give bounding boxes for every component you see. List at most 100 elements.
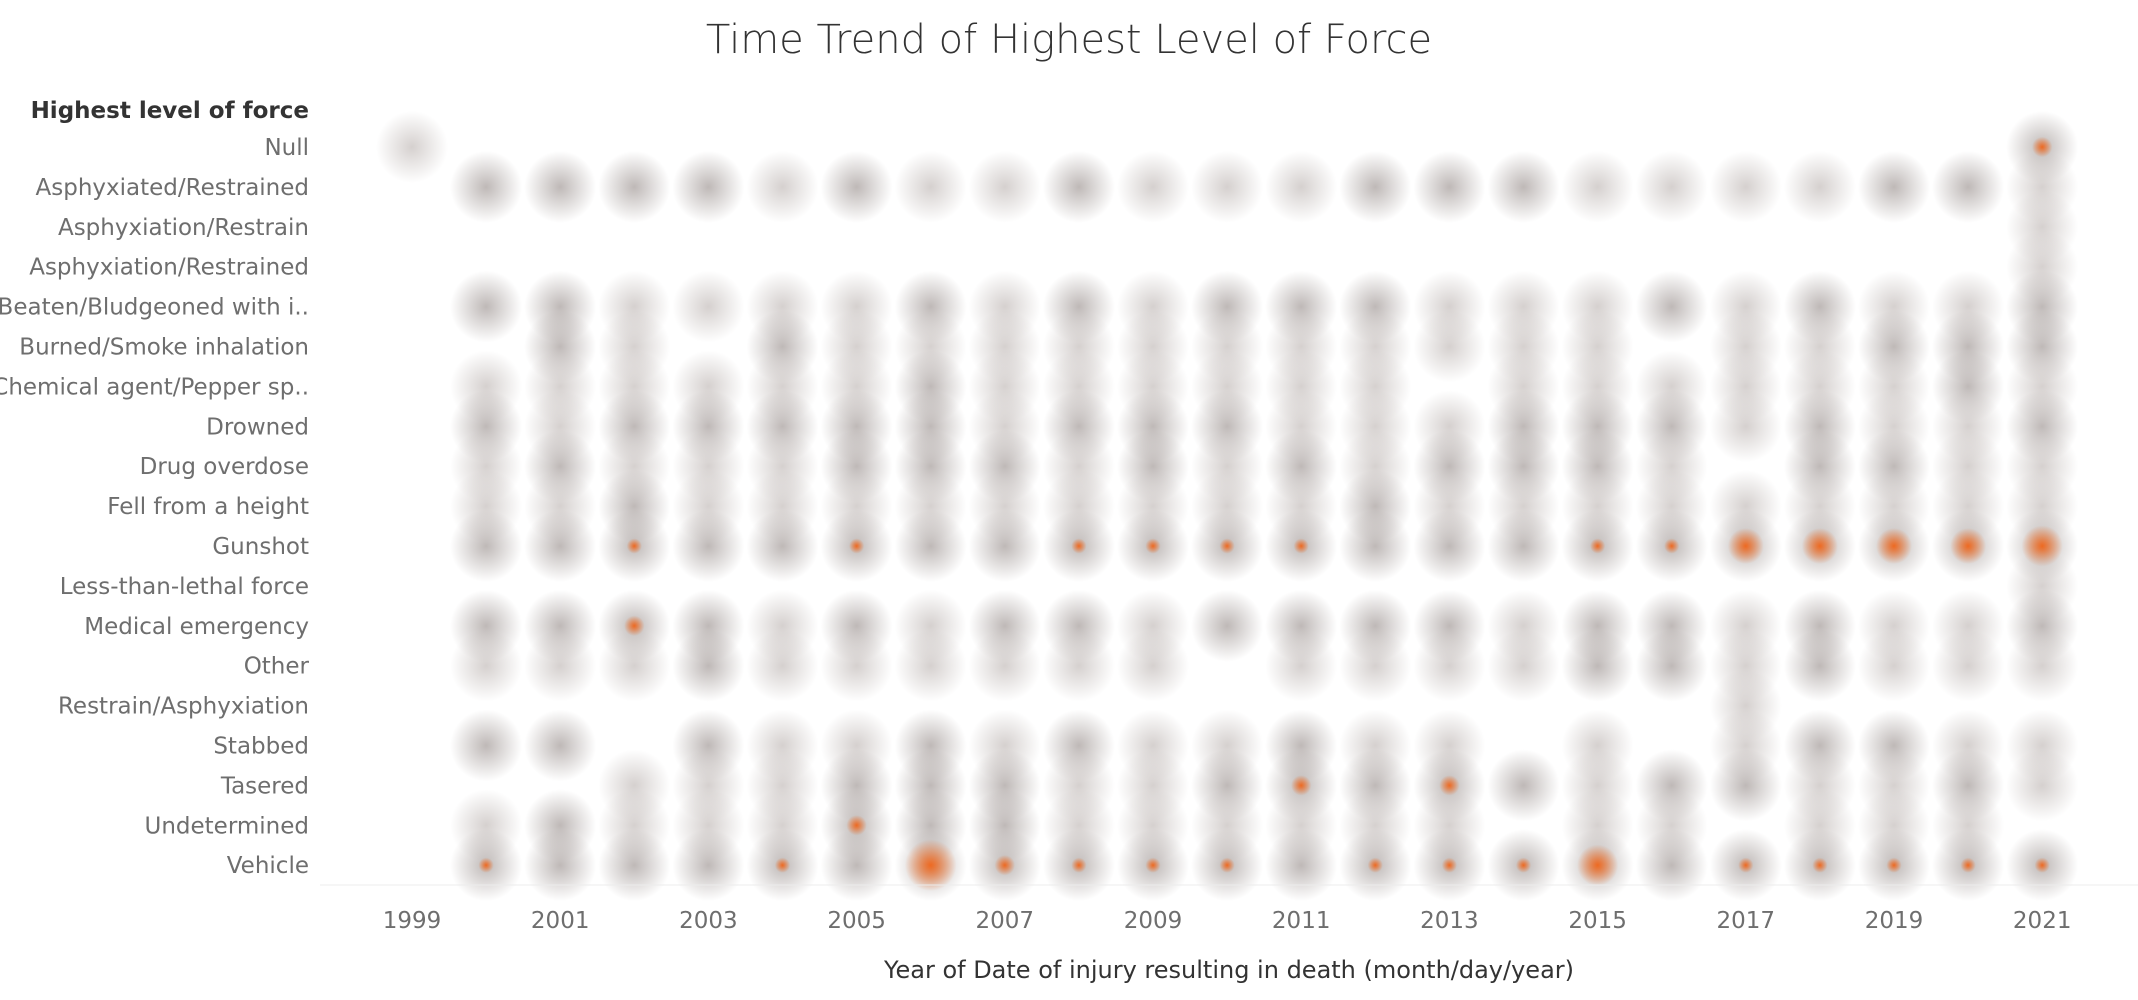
heatmap-cell (1191, 510, 1264, 582)
density-blob (1487, 749, 1560, 822)
heatmap-cell (672, 829, 745, 902)
heatmap-cell (598, 829, 671, 902)
heatmap-cell (1635, 510, 1708, 582)
heatmap-cell (1487, 829, 1560, 902)
density-blob (450, 270, 523, 343)
x-tick-label: 2019 (1865, 908, 1924, 934)
heatmap-cell (672, 270, 745, 343)
hotspot (1812, 857, 1828, 873)
density-blob (1783, 629, 1856, 702)
row-label: Less-than-lethal force (60, 574, 309, 600)
row-labels: Null Asphyxiated/Restrained Asphyxiation/R… (0, 135, 310, 879)
heatmap-cell (1117, 629, 1189, 702)
x-tick-label: 2005 (827, 908, 886, 934)
density-blob (672, 270, 745, 343)
heatmap-cell (1635, 629, 1708, 702)
heatmap-cell (746, 150, 819, 223)
density-blob (1635, 270, 1708, 343)
chart-title: Time Trend of Highest Level of Force (705, 17, 1433, 63)
hotspot (2034, 857, 2050, 873)
density-blob (1413, 310, 1486, 383)
density-blob (820, 629, 893, 702)
x-axis-title: Year of Date of injury resulting in deat… (883, 956, 1574, 984)
heatmap-cell (1191, 829, 1264, 902)
heatmap-cell (1339, 150, 1412, 223)
heatmap-cell (894, 629, 967, 702)
heatmap-cell (1413, 629, 1486, 702)
heatmap-cell (450, 150, 523, 223)
hotspot (478, 857, 494, 873)
heatmap-cell (1413, 310, 1486, 383)
density-blob (820, 150, 893, 223)
heatmap-cell (524, 829, 597, 902)
hotspot (1441, 857, 1457, 873)
heatmap-cell (894, 829, 967, 902)
heatmap-cell (746, 829, 819, 902)
heatmap-cell (1339, 829, 1412, 902)
heatmap-cell (2006, 749, 2079, 822)
heatmap-cell (450, 270, 523, 343)
density-blob (1117, 629, 1189, 702)
x-tick-label: 1999 (383, 908, 442, 934)
density-blob (598, 150, 671, 223)
hotspot (1876, 528, 1912, 564)
x-tick-label: 2011 (1272, 908, 1331, 934)
x-tick-label: 2013 (1420, 908, 1479, 934)
heatmap-cell (524, 629, 597, 702)
density-blob (1265, 150, 1338, 223)
x-tick-label: 2001 (531, 908, 590, 934)
density-blob (746, 510, 819, 582)
heatmap-cell (1265, 510, 1338, 582)
hotspot (994, 855, 1015, 876)
hotspot (774, 857, 791, 873)
hotspot (1577, 844, 1619, 886)
heatmap-cell (1635, 150, 1708, 223)
hotspot (1367, 857, 1383, 873)
heatmap-cell (450, 629, 523, 702)
heatmap-cell (1635, 270, 1708, 343)
density-blob (1932, 150, 2005, 223)
heatmap-cell (1487, 749, 1560, 822)
heatmap-cell (2006, 829, 2079, 902)
hotspot (1801, 528, 1838, 564)
heatmap-cell (1561, 829, 1634, 902)
hotspot (1738, 857, 1754, 873)
hotspot (1886, 857, 1902, 873)
row-label: Chemical agent/Pepper sp.. (0, 374, 309, 400)
density-blob (1932, 629, 2005, 702)
heatmap-cell (598, 629, 671, 702)
hotspot (1590, 538, 1606, 554)
heatmap-cell (598, 150, 671, 223)
heatmap-cell (1413, 829, 1486, 902)
heatmap-cell (968, 629, 1041, 702)
x-tick-label: 2017 (1717, 908, 1776, 934)
density-blob (820, 829, 893, 902)
row-label: Asphyxiated/Restrained (36, 175, 309, 201)
row-label: Medical emergency (84, 614, 309, 640)
hotspot (849, 538, 865, 554)
density-blob (1635, 629, 1708, 702)
hotspot (1960, 857, 1976, 873)
hotspot (1664, 538, 1680, 554)
heatmap-cell (2006, 629, 2079, 702)
density-blob (1635, 150, 1708, 223)
heatmap-cell (746, 510, 819, 582)
density-blob (1561, 629, 1634, 702)
heatmap-cell (1042, 629, 1115, 702)
row-label: Asphyxiation/Restrained (29, 255, 309, 281)
heatmap-cell (1932, 150, 2005, 223)
row-label: Drug overdose (140, 454, 309, 480)
heatmap-cell (1858, 629, 1930, 702)
density-blob (524, 629, 597, 702)
density-blob (450, 629, 523, 702)
density-blob (1191, 150, 1264, 223)
heatmap-cell (820, 150, 893, 223)
heatmap-cell (820, 829, 893, 902)
hotspot (1071, 857, 1087, 873)
heatmap-cell (1117, 510, 1189, 582)
heatmap-cell (1413, 510, 1486, 582)
heatmap-cell (1487, 629, 1560, 702)
density-blob (1413, 629, 1486, 702)
hotspot (626, 538, 642, 554)
